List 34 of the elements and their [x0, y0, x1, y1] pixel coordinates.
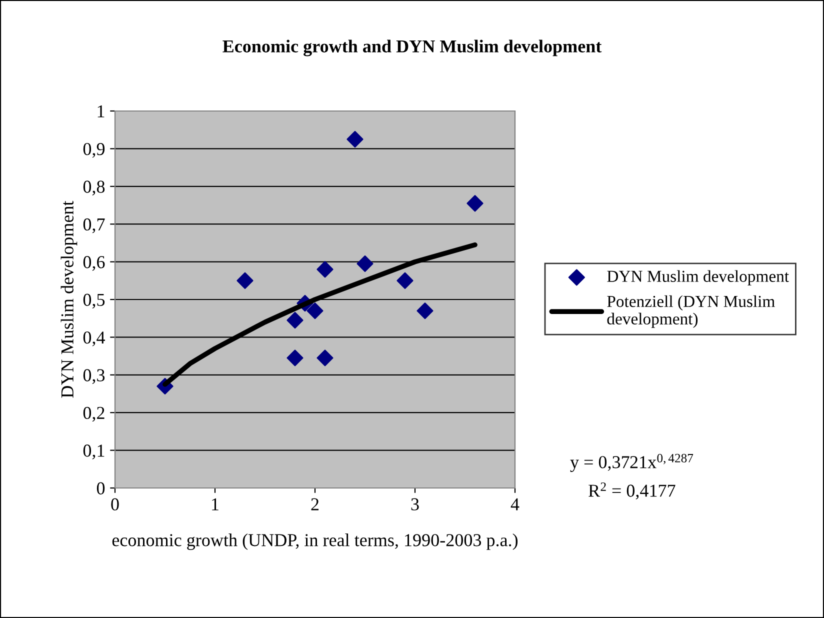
- y-tick-label: 0,1: [83, 444, 104, 460]
- legend-label: Potenziell (DYN Muslim development): [607, 295, 775, 328]
- point: [466, 195, 484, 212]
- y-tick-label: 0: [96, 482, 105, 494]
- y-tick-label: 0,7: [83, 218, 105, 234]
- point: [316, 350, 334, 366]
- y-tick-label: 0,8: [83, 180, 105, 196]
- x-tick-label: 1: [212, 498, 218, 510]
- point: [306, 302, 324, 320]
- x-tick-label: 4: [510, 498, 520, 510]
- y-tick-label: 0,6: [83, 256, 105, 271]
- point: [356, 255, 374, 272]
- y-tick-label: 0,9: [83, 142, 105, 158]
- x-tick-label: 3: [411, 498, 419, 510]
- y-tick-label: 1: [98, 105, 104, 118]
- y-tick-label: 0,4: [83, 331, 105, 346]
- text: y = 0,3721x$^{0,4287}$: [570, 454, 694, 472]
- point: [346, 130, 364, 148]
- chart-title: Economic growth and DYN Muslim development: [222, 40, 602, 56]
- legend-label: DYN Muslim development: [607, 270, 789, 286]
- y-tick-label: 0,2: [83, 406, 104, 422]
- point: [236, 272, 254, 289]
- point: [286, 350, 304, 366]
- point: [396, 272, 414, 289]
- text: R$^{2}$ = 0,4177: [588, 482, 676, 500]
- point: [316, 261, 334, 278]
- y-axis-title: DYN Muslim development: [60, 200, 78, 398]
- point: [416, 302, 434, 320]
- x-tick-label: 2: [311, 498, 319, 510]
- x-axis-title: economic growth (UNDP, in real terms, 1990-2003 p.a.): [112, 534, 518, 550]
- point: [286, 312, 304, 329]
- y-tick-label: 0,5: [83, 294, 105, 309]
- x-tick-label: 0: [111, 498, 119, 510]
- y-tick-label: 0,3: [83, 369, 105, 384]
